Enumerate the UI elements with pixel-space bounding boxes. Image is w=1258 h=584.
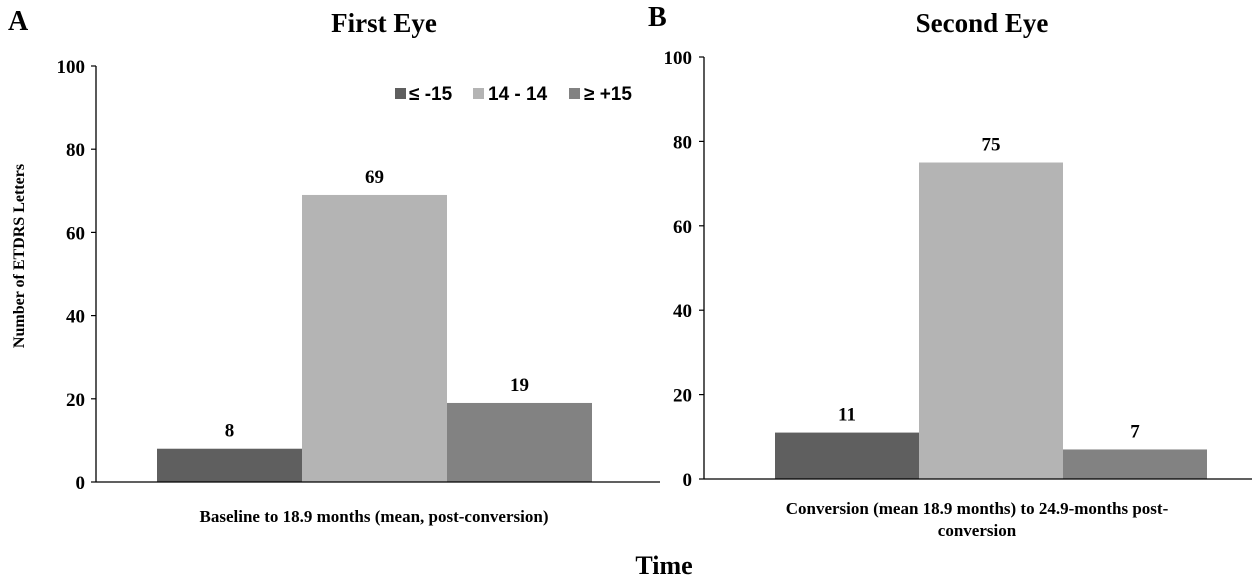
x-category-label-first-eye: Baseline to 18.9 months (mean, post-conv… — [200, 507, 549, 526]
panel-title-second-eye: Second Eye — [916, 8, 1049, 38]
legend: ≤ -15 14 - 14 ≥ +15 — [395, 84, 632, 105]
data-label-second-eye-stable: 75 — [982, 135, 1001, 156]
legend-item-better: ≥ +15 — [569, 84, 632, 105]
y-tick-label-first-eye-20: 20 — [66, 390, 85, 411]
data-labels-second-eye: 11 75 7 — [838, 135, 1140, 443]
y-axis-title: Number of ETDRS Letters — [11, 164, 28, 348]
bar-second-eye-better — [1063, 449, 1207, 479]
legend-item-worse: ≤ -15 — [395, 84, 453, 105]
panel-first-eye: A First Eye Number of ETDRS Letters 0 20 4… — [8, 6, 660, 526]
y-tick-label-first-eye-100: 100 — [57, 57, 86, 78]
panel-second-eye: B Second Eye 0 20 40 60 80 100 11 75 7 Conversi… — [648, 2, 1252, 540]
shared-x-axis-title: Time — [635, 551, 692, 580]
legend-swatch-stable — [473, 88, 484, 99]
bar-first-eye-stable — [302, 194, 447, 482]
data-label-first-eye-worse: 8 — [225, 421, 235, 442]
legend-label-stable: 14 - 14 — [488, 84, 548, 105]
legend-label-better: ≥ +15 — [584, 84, 632, 105]
y-tick-labels-second-eye: 0 20 40 60 80 100 — [664, 48, 704, 491]
panel-letter-a: A — [8, 6, 29, 37]
legend-swatch-better — [569, 88, 580, 99]
bar-first-eye-worse — [157, 448, 302, 482]
y-tick-label-first-eye-0: 0 — [76, 473, 86, 494]
data-label-second-eye-worse: 11 — [838, 405, 856, 426]
y-tick-label-second-eye-20: 20 — [673, 386, 692, 407]
bar-second-eye-worse — [775, 432, 919, 479]
y-tick-label-second-eye-100: 100 — [664, 48, 693, 69]
y-tick-label-second-eye-80: 80 — [673, 132, 692, 153]
y-tick-label-first-eye-80: 80 — [66, 140, 85, 161]
x-category-label-second-eye-line-1: Conversion (mean 18.9 months) to 24.9-mo… — [786, 499, 1169, 518]
y-tick-label-first-eye-40: 40 — [66, 307, 85, 328]
y-tick-label-second-eye-60: 60 — [673, 217, 692, 238]
bar-second-eye-stable — [919, 162, 1063, 479]
legend-swatch-worse — [395, 88, 406, 99]
data-label-first-eye-better: 19 — [510, 375, 529, 396]
data-label-second-eye-better: 7 — [1130, 421, 1140, 442]
bars-second-eye — [775, 162, 1207, 479]
y-tick-label-second-eye-0: 0 — [683, 470, 693, 491]
x-category-label-second-eye-line-2: conversion — [938, 521, 1017, 540]
y-tick-label-first-eye-60: 60 — [66, 223, 85, 244]
panel-title-first-eye: First Eye — [331, 8, 437, 38]
legend-item-stable: 14 - 14 — [473, 84, 548, 105]
data-label-first-eye-stable: 69 — [365, 167, 384, 188]
data-labels-first-eye: 8 69 19 — [225, 167, 529, 442]
bar-first-eye-better — [447, 402, 592, 482]
panel-letter-b: B — [648, 2, 667, 33]
bars-first-eye — [157, 194, 592, 482]
y-tick-labels-first-eye: 0 20 40 60 80 100 — [57, 57, 96, 494]
y-tick-label-second-eye-40: 40 — [673, 301, 692, 322]
legend-label-worse: ≤ -15 — [409, 84, 453, 105]
